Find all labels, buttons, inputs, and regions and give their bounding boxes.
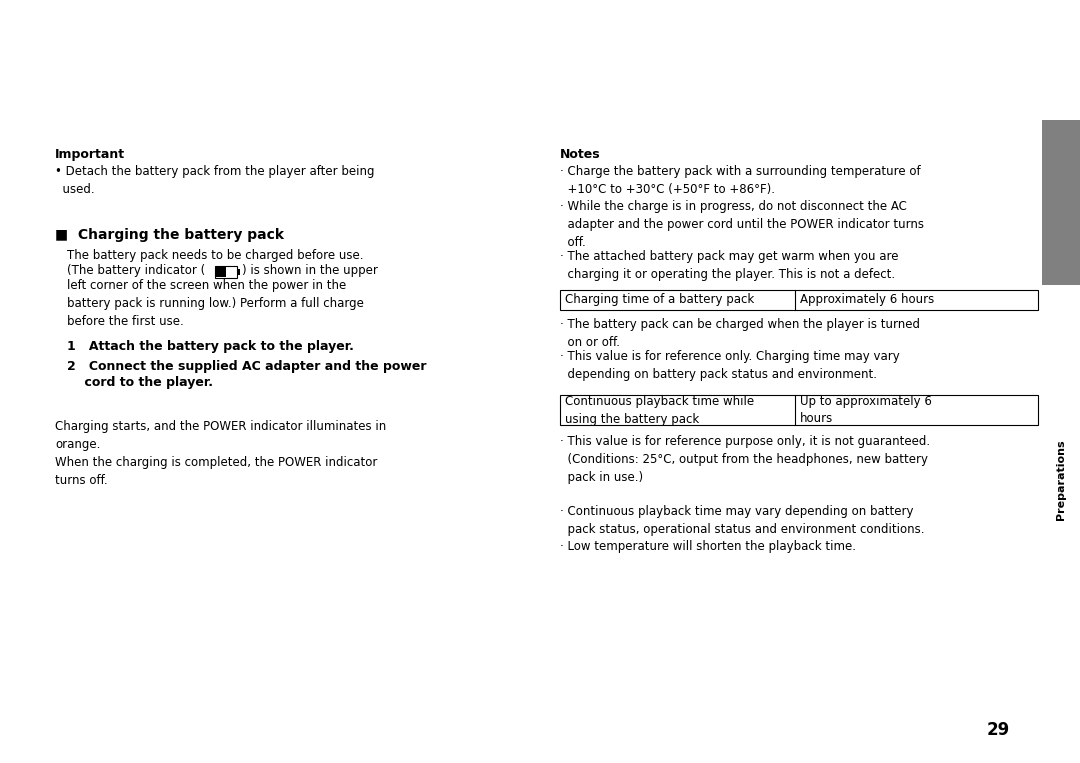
Text: · While the charge is in progress, do not disconnect the AC
  adapter and the po: · While the charge is in progress, do no… [561,200,924,249]
Text: Approximately 6 hours: Approximately 6 hours [800,294,934,307]
Text: Up to approximately 6
hours: Up to approximately 6 hours [800,394,932,426]
Text: · Charge the battery pack with a surrounding temperature of
  +10°C to +30°C (+5: · Charge the battery pack with a surroun… [561,165,920,196]
Text: Continuous playback time while
using the battery pack: Continuous playback time while using the… [565,394,754,426]
Text: 29: 29 [987,721,1010,739]
Text: · Low temperature will shorten the playback time.: · Low temperature will shorten the playb… [561,540,856,553]
Text: · Continuous playback time may vary depending on battery
  pack status, operatio: · Continuous playback time may vary depe… [561,505,924,536]
Text: • Detach the battery pack from the player after being
  used.: • Detach the battery pack from the playe… [55,165,375,196]
Bar [237,269,240,275]
Text: Important: Important [55,148,125,161]
Bar [1042,120,1080,285]
Bar [215,266,237,278]
Text: Preparations: Preparations [1056,439,1066,520]
Text: · The attached battery pack may get warm when you are
  charging it or operating: · The attached battery pack may get warm… [561,250,899,281]
Text: 1   Attach the battery pack to the player.: 1 Attach the battery pack to the player. [67,340,354,353]
Bar [561,290,1038,310]
Text: left corner of the screen when the power in the
battery pack is running low.) Pe: left corner of the screen when the power… [67,279,364,328]
Text: ■  Charging the battery pack: ■ Charging the battery pack [55,228,284,242]
Text: cord to the player.: cord to the player. [67,376,213,389]
Bar [216,267,226,277]
Text: · The battery pack can be charged when the player is turned
  on or off.: · The battery pack can be charged when t… [561,318,920,349]
Text: Charging starts, and the POWER indicator illuminates in
orange.
When the chargin: Charging starts, and the POWER indicator… [55,420,387,487]
Text: Notes: Notes [561,148,600,161]
Text: ) is shown in the upper: ) is shown in the upper [242,264,378,277]
Text: The battery pack needs to be charged before use.: The battery pack needs to be charged bef… [67,249,364,262]
Text: 2   Connect the supplied AC adapter and the power: 2 Connect the supplied AC adapter and th… [67,360,427,373]
Text: · This value is for reference purpose only, it is not guaranteed.
  (Conditions:: · This value is for reference purpose on… [561,435,930,484]
Text: (The battery indicator (: (The battery indicator ( [67,264,205,277]
Text: Charging time of a battery pack: Charging time of a battery pack [565,294,754,307]
Bar [561,395,1038,425]
Text: · This value is for reference only. Charging time may vary
  depending on batter: · This value is for reference only. Char… [561,350,900,381]
